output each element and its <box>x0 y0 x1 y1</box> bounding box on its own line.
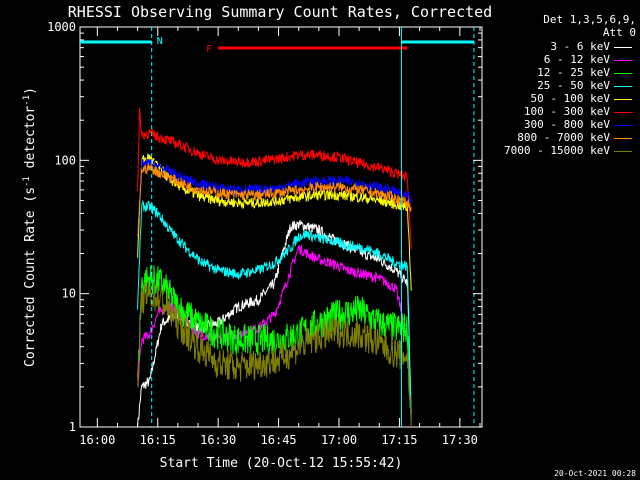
legend-label: 6 - 12 keV <box>543 53 610 66</box>
legend-entry: 100 - 300 keV <box>486 105 636 119</box>
legend-entry: 50 - 100 keV <box>486 92 636 106</box>
legend-swatch <box>614 86 632 87</box>
legend-entry: 7000 - 15000 keV <box>486 144 636 158</box>
y-tick-label: 1000 <box>47 20 76 34</box>
legend-swatch <box>614 151 632 152</box>
legend-swatch <box>614 60 632 61</box>
series-line-5 <box>137 107 412 250</box>
plot-area <box>137 107 412 428</box>
x-tick-label: 17:15 <box>381 433 417 447</box>
annotations: NF <box>80 27 475 427</box>
legend-rows: 3 - 6 keV 6 - 12 keV 12 - 25 keV 25 - 50 ke… <box>486 40 636 158</box>
legend-entry: 6 - 12 keV <box>486 53 636 67</box>
legend-entry: 800 - 7000 keV <box>486 131 636 145</box>
x-tick-label: 16:00 <box>79 433 115 447</box>
legend-label: 7000 - 15000 keV <box>504 144 610 157</box>
legend-label: 25 - 50 keV <box>537 79 610 92</box>
legend-label: 800 - 7000 keV <box>517 131 610 144</box>
x-tick-label: 16:30 <box>200 433 236 447</box>
series-line-8 <box>137 280 412 428</box>
legend-header-line1: Det 1,3,5,6,9, <box>543 13 636 26</box>
y-label-mid: detector <box>23 106 38 177</box>
plot-frame <box>79 26 483 428</box>
legend-swatch <box>614 112 632 113</box>
y-tick-label: 1 <box>69 420 76 434</box>
x-tick-label: 16:15 <box>140 433 176 447</box>
legend: Det 1,3,5,6,9, Att 0 3 - 6 keV 6 - 12 keV… <box>486 13 636 158</box>
y-axis-label: Corrected Count Rate (s-1 detector-1) <box>22 87 38 367</box>
legend-swatch <box>614 73 632 74</box>
legend-swatch <box>614 138 632 139</box>
night-label: N <box>157 36 163 47</box>
y-axis: 1 10 100 1000 <box>47 20 482 434</box>
legend-swatch <box>614 125 632 126</box>
chart-title: RHESSI Observing Summary Count Rates, Co… <box>68 3 492 21</box>
x-tick-label: 16:45 <box>261 433 297 447</box>
y-label-end: ) <box>23 87 38 95</box>
legend-entry: 3 - 6 keV <box>486 40 636 54</box>
x-axis: 16:00 16:15 16:30 16:45 17:00 17:15 17:30 <box>79 27 481 447</box>
x-tick-label: 17:30 <box>442 433 478 447</box>
flare-label: F <box>206 44 212 55</box>
y-label-main: Corrected Count Rate (s <box>23 187 38 367</box>
legend-header-line2: Att 0 <box>602 25 636 39</box>
legend-label: 300 - 800 keV <box>523 118 610 131</box>
x-axis-label: Start Time (20-Oct-12 15:55:42) <box>160 456 403 471</box>
legend-swatch <box>614 47 632 48</box>
y-tick-label: 100 <box>54 153 76 167</box>
legend-label: 12 - 25 keV <box>537 66 610 79</box>
footer-timestamp: 20-Oct-2021 00:28 <box>554 469 636 478</box>
legend-label: 3 - 6 keV <box>550 40 610 53</box>
y-label-sup1: -1 <box>22 176 32 187</box>
series-line-4 <box>137 153 412 291</box>
y-tick-label: 10 <box>62 287 76 301</box>
series-line-7 <box>137 162 412 237</box>
series-line-3 <box>137 199 412 412</box>
series-line-2 <box>137 265 412 419</box>
legend-label: 100 - 300 keV <box>523 105 610 118</box>
legend-entry: 12 - 25 keV <box>486 66 636 80</box>
legend-entry: 25 - 50 keV <box>486 79 636 93</box>
x-tick-label: 17:00 <box>321 433 357 447</box>
legend-swatch <box>614 99 632 100</box>
legend-label: 50 - 100 keV <box>530 92 610 105</box>
legend-entry: 300 - 800 keV <box>486 118 636 132</box>
y-label-sup2: -1 <box>22 95 32 106</box>
